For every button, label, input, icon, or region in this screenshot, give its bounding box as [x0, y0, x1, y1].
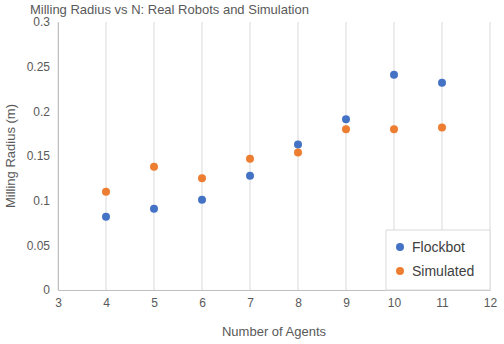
tick-label: 0.05	[27, 239, 51, 253]
tick-label: 10	[388, 296, 402, 310]
tick: 5	[151, 290, 158, 310]
tick: 7	[247, 290, 254, 310]
point	[294, 148, 302, 156]
tick-label: 3	[55, 296, 62, 310]
tick-label: 5	[151, 296, 158, 310]
point	[342, 115, 350, 123]
legend-label: Simulated	[412, 263, 474, 279]
point	[198, 174, 206, 182]
tick-label: 4	[103, 296, 110, 310]
grid-line	[106, 22, 107, 290]
legend-marker	[396, 243, 404, 251]
tick-label: 12	[484, 296, 498, 310]
tick: 0.25	[27, 60, 58, 74]
tick-label: 0.3	[33, 15, 50, 29]
tick-label: 8	[295, 296, 302, 310]
axis-line	[58, 23, 59, 291]
point	[246, 155, 254, 163]
tick: 0.2	[33, 105, 58, 119]
tick-label: 0	[43, 283, 50, 297]
tick: 8	[295, 290, 302, 310]
tick-label: 7	[247, 296, 254, 310]
grid	[58, 22, 490, 290]
tick: 11	[436, 290, 449, 310]
legend-marker	[396, 267, 404, 275]
tick: 0.15	[27, 149, 58, 163]
title: Milling Radius vs N: Real Robots and Sim…	[30, 2, 309, 17]
legend: Flockbot Simulated	[386, 230, 490, 290]
grid-line	[154, 22, 155, 290]
tick: 9	[343, 290, 350, 310]
tick: 10	[388, 290, 402, 310]
tick: 0.1	[33, 194, 58, 208]
point	[246, 172, 254, 180]
y-axis: 0 0.05 0.1 0.15 0.2 0.25 0.3	[27, 15, 59, 297]
tick-label: 0.15	[27, 149, 51, 163]
legend-box	[386, 230, 490, 290]
tick: 0.05	[27, 239, 58, 253]
point	[198, 196, 206, 204]
tick: 6	[199, 290, 206, 310]
series	[102, 123, 446, 195]
point	[438, 123, 446, 131]
tick-label: 6	[199, 296, 206, 310]
tick: 3	[55, 290, 62, 310]
x-axis: 3 4 5 6 7 8 9 10 11 12	[55, 290, 497, 310]
plot-area	[102, 71, 446, 221]
tick: 0.3	[33, 15, 58, 29]
legend-label: Flockbot	[412, 239, 465, 255]
grid-line	[202, 22, 203, 290]
point	[438, 79, 446, 87]
point	[150, 163, 158, 171]
tick-label: 11	[436, 296, 449, 310]
y-axis-title: Milling Radius (m)	[3, 104, 18, 208]
tick: 4	[103, 290, 110, 310]
grid-line	[58, 22, 59, 290]
tick: 12	[484, 290, 498, 310]
x-axis-title: Number of Agents	[222, 324, 327, 339]
point	[102, 188, 110, 196]
tick-label: 0.25	[27, 60, 51, 74]
point	[294, 140, 302, 148]
chart: 345678910111200.050.10.150.20.250.3Milli…	[0, 0, 504, 344]
tick-label: 9	[343, 296, 350, 310]
point	[342, 125, 350, 133]
point	[390, 71, 398, 79]
tick-label: 0.1	[33, 194, 50, 208]
tick: 0	[43, 283, 58, 297]
tick-label: 0.2	[33, 105, 50, 119]
grid-line	[346, 22, 347, 290]
point	[150, 205, 158, 213]
point	[102, 213, 110, 221]
series	[102, 71, 446, 221]
point	[390, 125, 398, 133]
